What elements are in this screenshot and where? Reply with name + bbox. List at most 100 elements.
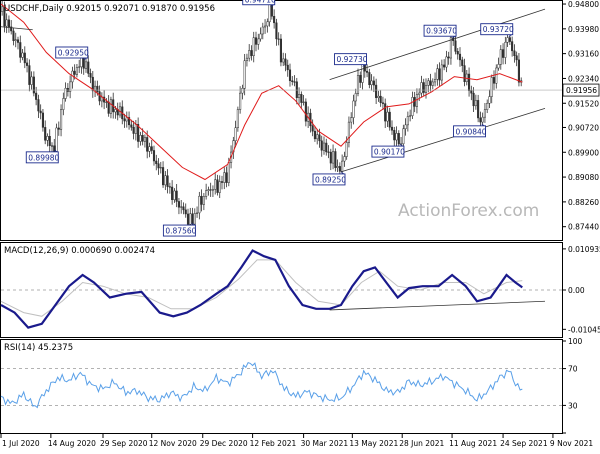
macd-title: MACD(12,26,9) 0.000690 0.002474	[4, 246, 155, 256]
candle-body	[313, 130, 316, 140]
candle-body	[311, 125, 314, 132]
annotation-label: 0.93670	[426, 27, 457, 36]
rsi-panel: 100 70 30	[0, 337, 583, 434]
candle-body	[84, 61, 88, 69]
candle-body	[508, 37, 511, 42]
candle-body	[329, 151, 332, 164]
candle-body	[338, 166, 341, 172]
price-y-tick-label: 0.93980	[568, 25, 599, 34]
x-tick-label: 12 Feb 2021	[250, 439, 297, 448]
annotation-box	[162, 224, 196, 237]
candle-body	[37, 99, 40, 112]
macd-y-tick-label: 0.00	[568, 286, 585, 295]
price-chart-title: USDCHF,Daily 0.92015 0.92071 0.91870 0.9…	[4, 4, 215, 14]
candle-body	[180, 206, 183, 208]
candle-body	[184, 209, 187, 215]
candle-body	[490, 77, 493, 97]
candle-body	[12, 30, 15, 41]
candle-body	[288, 69, 292, 81]
candle-body	[21, 52, 24, 58]
candle-body	[291, 80, 294, 82]
macd-panel: 0.010935 0.00 -0.010459	[0, 245, 600, 334]
candle-body	[325, 142, 328, 153]
candle-body	[261, 26, 264, 35]
macd-y-tick-label: -0.010459	[568, 325, 600, 334]
x-tick-label: 30 Mar 2021	[301, 439, 349, 448]
price-y-tick-label: 0.89900	[568, 148, 599, 157]
annotation-box	[371, 145, 405, 158]
candle-body	[372, 80, 375, 86]
candle-body	[50, 145, 54, 147]
candle-body	[19, 42, 22, 58]
candle-body	[470, 90, 473, 94]
candle-body	[282, 58, 285, 63]
candle-body	[381, 102, 384, 104]
candle-body	[91, 76, 94, 92]
candle-body	[429, 80, 432, 86]
price-y-tick-label: 0.91520	[568, 99, 599, 108]
annotation-box	[480, 23, 514, 36]
candle-body	[132, 127, 135, 134]
candle-body	[304, 101, 307, 122]
annotation-label: 0.89250	[315, 175, 346, 184]
candle-body	[515, 55, 518, 61]
candle-body	[390, 126, 394, 131]
candle-body	[436, 68, 439, 80]
trend-line	[340, 108, 546, 173]
candle-body	[143, 137, 146, 142]
candle-body	[268, 3, 271, 23]
candle-body	[64, 87, 67, 99]
macd-line	[0, 249, 523, 329]
x-tick-label: 13 May 2021	[349, 439, 398, 448]
candle-body	[205, 190, 208, 197]
annotation-label: 0.87560	[165, 227, 196, 236]
candle-body	[479, 117, 482, 123]
annotation-box	[423, 24, 457, 37]
candle-body	[302, 101, 305, 103]
candle-body	[488, 96, 491, 104]
candle-body	[468, 73, 471, 91]
candle-body	[225, 172, 228, 183]
candle-body	[168, 186, 171, 188]
candle-body	[69, 81, 72, 92]
candle-body	[245, 57, 248, 61]
candle-body	[388, 111, 391, 128]
candle-body	[128, 117, 131, 126]
candle-body	[173, 190, 176, 200]
candle-body	[397, 133, 400, 145]
candle-body	[506, 37, 509, 43]
candle-body	[32, 76, 35, 94]
price-y-tick-label: 0.93160	[568, 50, 599, 59]
candle-body	[341, 160, 344, 172]
candle-body	[345, 142, 348, 157]
candle-body	[166, 175, 169, 187]
rsi-y-tick-label: 100	[568, 337, 583, 346]
candle-body	[413, 97, 416, 107]
candle-body	[75, 67, 78, 75]
candle-body	[284, 58, 287, 66]
candle-body	[350, 117, 353, 123]
candle-body	[300, 94, 303, 103]
candle-body	[55, 127, 58, 155]
candle-body	[375, 84, 378, 98]
candle-body	[23, 52, 26, 64]
candle-body	[495, 67, 498, 84]
candle-body	[193, 213, 196, 225]
candle-body	[175, 190, 178, 202]
candle-body	[220, 181, 224, 183]
candle-body	[14, 39, 17, 41]
candle-body	[366, 70, 369, 73]
candle-body	[502, 49, 505, 58]
candle-body	[379, 95, 382, 103]
candle-body	[359, 75, 362, 83]
candle-body	[427, 80, 430, 86]
candle-body	[177, 201, 180, 208]
candle-body	[1, 6, 4, 12]
candle-body	[98, 91, 101, 102]
candle-body	[443, 64, 446, 68]
macd-trend-line	[329, 300, 546, 311]
candle-body	[164, 175, 167, 186]
candle-body	[16, 39, 20, 43]
